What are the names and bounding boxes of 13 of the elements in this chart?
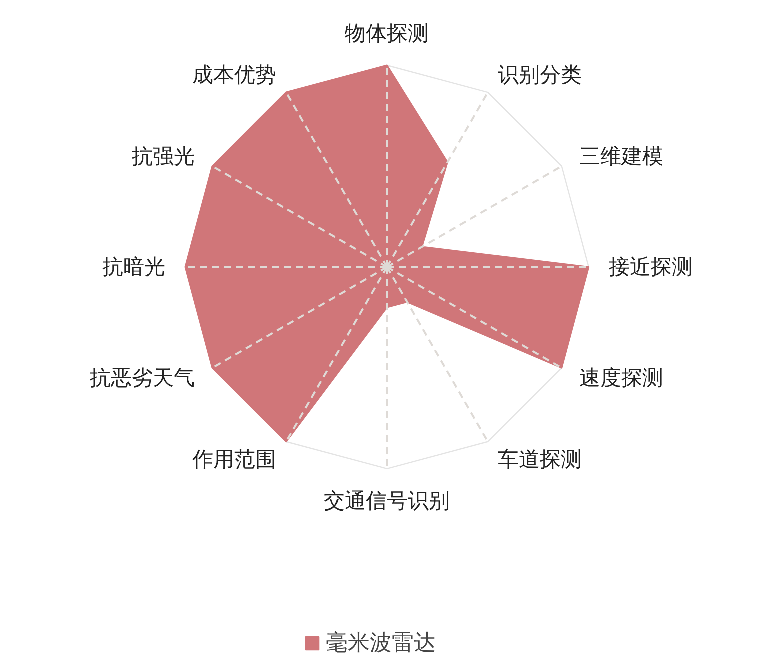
spoke-label: 识别分类	[498, 63, 582, 88]
spoke-label: 作用范围	[191, 447, 276, 472]
spoke-label: 物体探测	[345, 21, 430, 46]
legend-label: 毫米波雷达	[326, 630, 436, 658]
spoke-label: 三维建模	[579, 144, 664, 168]
spoke-label: 成本优势	[192, 63, 276, 88]
spoke-label: 抗强光	[132, 144, 196, 168]
spoke-label: 抗暗光	[102, 255, 166, 280]
spoke-label: 抗恶劣天气	[90, 366, 196, 390]
spoke-label: 速度探测	[579, 366, 664, 390]
spoke-label: 车道探测	[498, 447, 582, 472]
spoke-label: 接近探测	[609, 255, 694, 280]
spoke-label: 交通信号识别	[324, 489, 450, 514]
